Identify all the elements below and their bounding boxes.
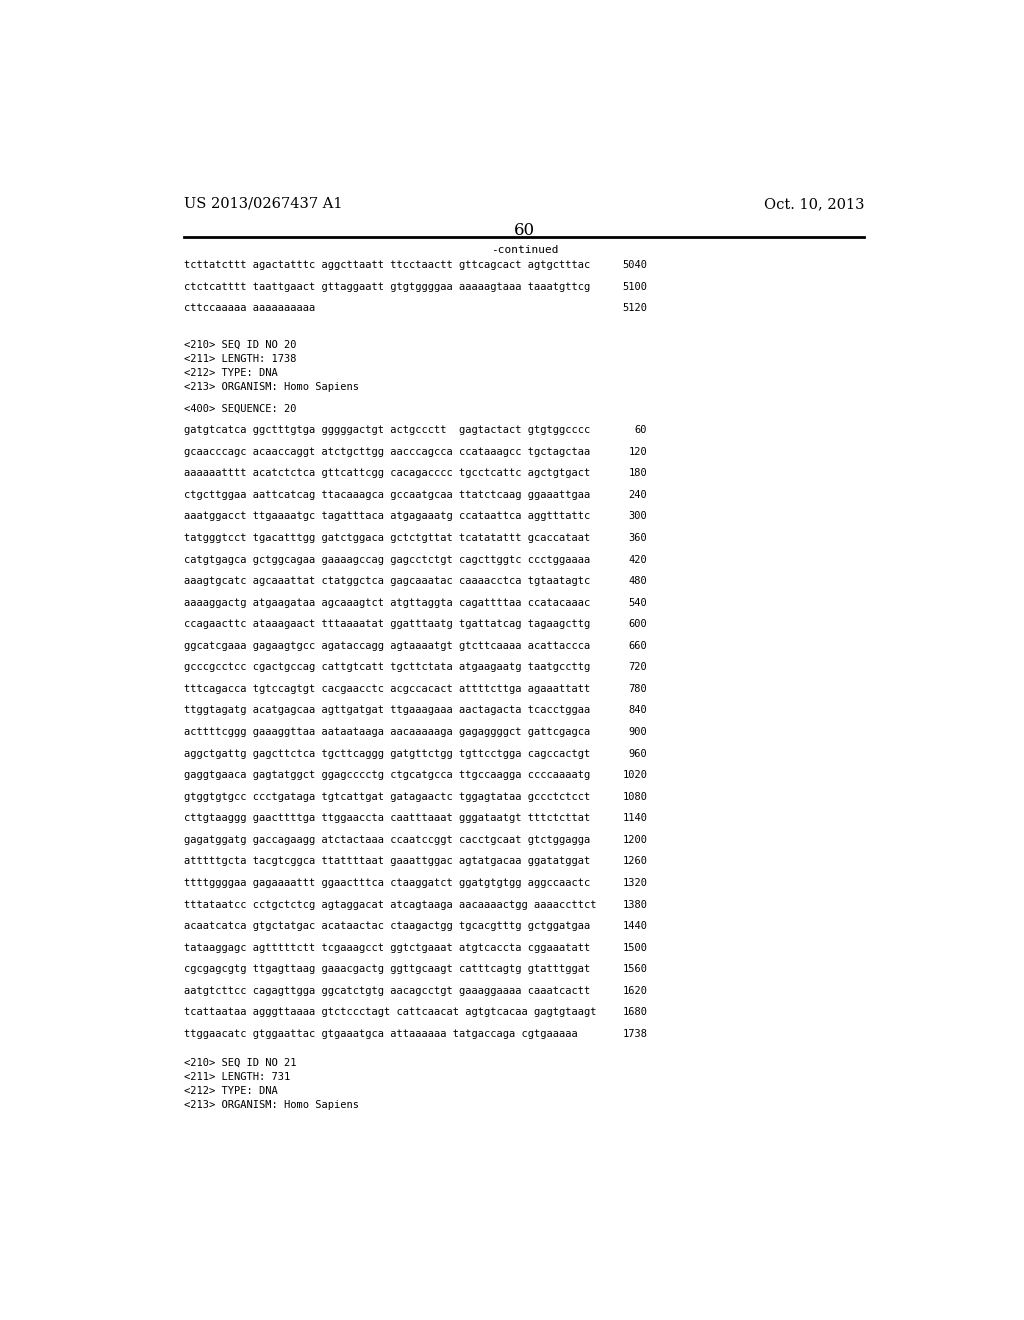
Text: 420: 420 — [629, 554, 647, 565]
Text: catgtgagca gctggcagaa gaaaagccag gagcctctgt cagcttggtc ccctggaaaa: catgtgagca gctggcagaa gaaaagccag gagcctc… — [183, 554, 590, 565]
Text: 480: 480 — [629, 576, 647, 586]
Text: 5100: 5100 — [623, 281, 647, 292]
Text: <213> ORGANISM: Homo Sapiens: <213> ORGANISM: Homo Sapiens — [183, 1101, 358, 1110]
Text: aaaaggactg atgaagataa agcaaagtct atgttaggta cagattttaa ccatacaaac: aaaaggactg atgaagataa agcaaagtct atgttag… — [183, 598, 590, 607]
Text: ggcatcgaaa gagaagtgcc agataccagg agtaaaatgt gtcttcaaaa acattaccca: ggcatcgaaa gagaagtgcc agataccagg agtaaaa… — [183, 640, 590, 651]
Text: ctctcatttt taattgaact gttaggaatt gtgtggggaa aaaaagtaaa taaatgttcg: ctctcatttt taattgaact gttaggaatt gtgtggg… — [183, 281, 590, 292]
Text: gaggtgaaca gagtatggct ggagcccctg ctgcatgcca ttgccaagga ccccaaaatg: gaggtgaaca gagtatggct ggagcccctg ctgcatg… — [183, 770, 590, 780]
Text: <400> SEQUENCE: 20: <400> SEQUENCE: 20 — [183, 404, 296, 413]
Text: 1680: 1680 — [623, 1007, 647, 1018]
Text: 1200: 1200 — [623, 834, 647, 845]
Text: ttggtagatg acatgagcaa agttgatgat ttgaaagaaa aactagacta tcacctggaa: ttggtagatg acatgagcaa agttgatgat ttgaaag… — [183, 705, 590, 715]
Text: aaagtgcatc agcaaattat ctatggctca gagcaaatac caaaacctca tgtaatagtc: aaagtgcatc agcaaattat ctatggctca gagcaaa… — [183, 576, 590, 586]
Text: aaatggacct ttgaaaatgc tagatttaca atgagaaatg ccataattca aggtttattc: aaatggacct ttgaaaatgc tagatttaca atgagaa… — [183, 511, 590, 521]
Text: 780: 780 — [629, 684, 647, 694]
Text: ttggaacatc gtggaattac gtgaaatgca attaaaaaa tatgaccaga cgtgaaaaa: ttggaacatc gtggaattac gtgaaatgca attaaaa… — [183, 1028, 578, 1039]
Text: tcattaataa agggttaaaa gtctccctagt cattcaacat agtgtcacaa gagtgtaagt: tcattaataa agggttaaaa gtctccctagt cattca… — [183, 1007, 596, 1018]
Text: 1738: 1738 — [623, 1028, 647, 1039]
Text: ctgcttggaa aattcatcag ttacaaagca gccaatgcaa ttatctcaag ggaaattgaa: ctgcttggaa aattcatcag ttacaaagca gccaatg… — [183, 490, 590, 500]
Text: cttgtaaggg gaacttttga ttggaaccta caatttaaat gggataatgt tttctcttat: cttgtaaggg gaacttttga ttggaaccta caattta… — [183, 813, 590, 824]
Text: cgcgagcgtg ttgagttaag gaaacgactg ggttgcaagt catttcagtg gtatttggat: cgcgagcgtg ttgagttaag gaaacgactg ggttgca… — [183, 964, 590, 974]
Text: gagatggatg gaccagaagg atctactaaa ccaatccggt cacctgcaat gtctggagga: gagatggatg gaccagaagg atctactaaa ccaatcc… — [183, 834, 590, 845]
Text: acaatcatca gtgctatgac acataactac ctaagactgg tgcacgtttg gctggatgaa: acaatcatca gtgctatgac acataactac ctaagac… — [183, 921, 590, 931]
Text: 1440: 1440 — [623, 921, 647, 931]
Text: US 2013/0267437 A1: US 2013/0267437 A1 — [183, 197, 342, 211]
Text: <210> SEQ ID NO 21: <210> SEQ ID NO 21 — [183, 1057, 296, 1068]
Text: 540: 540 — [629, 598, 647, 607]
Text: <213> ORGANISM: Homo Sapiens: <213> ORGANISM: Homo Sapiens — [183, 381, 358, 392]
Text: gcccgcctcc cgactgccag cattgtcatt tgcttctata atgaagaatg taatgccttg: gcccgcctcc cgactgccag cattgtcatt tgcttct… — [183, 663, 590, 672]
Text: 900: 900 — [629, 727, 647, 737]
Text: ccagaacttc ataaagaact tttaaaatat ggatttaatg tgattatcag tagaagcttg: ccagaacttc ataaagaact tttaaaatat ggattta… — [183, 619, 590, 630]
Text: Oct. 10, 2013: Oct. 10, 2013 — [764, 197, 864, 211]
Text: 60: 60 — [514, 222, 536, 239]
Text: 660: 660 — [629, 640, 647, 651]
Text: 1500: 1500 — [623, 942, 647, 953]
Text: 360: 360 — [629, 533, 647, 543]
Text: 1260: 1260 — [623, 857, 647, 866]
Text: aaaaaatttt acatctctca gttcattcgg cacagacccc tgcctcattc agctgtgact: aaaaaatttt acatctctca gttcattcgg cacagac… — [183, 469, 590, 478]
Text: <212> TYPE: DNA: <212> TYPE: DNA — [183, 368, 278, 378]
Text: 600: 600 — [629, 619, 647, 630]
Text: tttcagacca tgtccagtgt cacgaacctc acgccacact attttcttga agaaattatt: tttcagacca tgtccagtgt cacgaacctc acgccac… — [183, 684, 590, 694]
Text: aggctgattg gagcttctca tgcttcaggg gatgttctgg tgttcctgga cagccactgt: aggctgattg gagcttctca tgcttcaggg gatgttc… — [183, 748, 590, 759]
Text: <211> LENGTH: 731: <211> LENGTH: 731 — [183, 1072, 290, 1082]
Text: tatgggtcct tgacatttgg gatctggaca gctctgttat tcatatattt gcaccataat: tatgggtcct tgacatttgg gatctggaca gctctgt… — [183, 533, 590, 543]
Text: <210> SEQ ID NO 20: <210> SEQ ID NO 20 — [183, 339, 296, 350]
Text: 60: 60 — [635, 425, 647, 436]
Text: ttttggggaa gagaaaattt ggaactttca ctaaggatct ggatgtgtgg aggccaactc: ttttggggaa gagaaaattt ggaactttca ctaagga… — [183, 878, 590, 888]
Text: 1560: 1560 — [623, 964, 647, 974]
Text: tcttatcttt agactatttc aggcttaatt ttcctaactt gttcagcact agtgctttac: tcttatcttt agactatttc aggcttaatt ttcctaa… — [183, 260, 590, 271]
Text: 5040: 5040 — [623, 260, 647, 271]
Text: atttttgcta tacgtcggca ttattttaat gaaattggac agtatgacaa ggatatggat: atttttgcta tacgtcggca ttattttaat gaaattg… — [183, 857, 590, 866]
Text: 1140: 1140 — [623, 813, 647, 824]
Text: 1380: 1380 — [623, 899, 647, 909]
Text: 1080: 1080 — [623, 792, 647, 801]
Text: 300: 300 — [629, 511, 647, 521]
Text: gtggtgtgcc ccctgataga tgtcattgat gatagaactc tggagtataa gccctctcct: gtggtgtgcc ccctgataga tgtcattgat gatagaa… — [183, 792, 590, 801]
Text: 5120: 5120 — [623, 304, 647, 313]
Text: 1620: 1620 — [623, 986, 647, 995]
Text: 180: 180 — [629, 469, 647, 478]
Text: aatgtcttcc cagagttgga ggcatctgtg aacagcctgt gaaaggaaaa caaatcactt: aatgtcttcc cagagttgga ggcatctgtg aacagcc… — [183, 986, 590, 995]
Text: 720: 720 — [629, 663, 647, 672]
Text: acttttcggg gaaaggttaa aataataaga aacaaaaaga gagaggggct gattcgagca: acttttcggg gaaaggttaa aataataaga aacaaaa… — [183, 727, 590, 737]
Text: 1320: 1320 — [623, 878, 647, 888]
Text: <212> TYPE: DNA: <212> TYPE: DNA — [183, 1086, 278, 1096]
Text: tttataatcc cctgctctcg agtaggacat atcagtaaga aacaaaactgg aaaaccttct: tttataatcc cctgctctcg agtaggacat atcagta… — [183, 899, 596, 909]
Text: 120: 120 — [629, 446, 647, 457]
Text: 1020: 1020 — [623, 770, 647, 780]
Text: gatgtcatca ggctttgtga gggggactgt actgccctt  gagtactact gtgtggcccc: gatgtcatca ggctttgtga gggggactgt actgccc… — [183, 425, 590, 436]
Text: cttccaaaaa aaaaaaaaaa: cttccaaaaa aaaaaaaaaa — [183, 304, 315, 313]
Text: gcaacccagc acaaccaggt atctgcttgg aacccagcca ccataaagcc tgctagctaa: gcaacccagc acaaccaggt atctgcttgg aacccag… — [183, 446, 590, 457]
Text: 240: 240 — [629, 490, 647, 500]
Text: -continued: -continued — [492, 244, 558, 255]
Text: <211> LENGTH: 1738: <211> LENGTH: 1738 — [183, 354, 296, 363]
Text: 840: 840 — [629, 705, 647, 715]
Text: 960: 960 — [629, 748, 647, 759]
Text: tataaggagc agtttttctt tcgaaagcct ggtctgaaat atgtcaccta cggaaatatt: tataaggagc agtttttctt tcgaaagcct ggtctga… — [183, 942, 590, 953]
